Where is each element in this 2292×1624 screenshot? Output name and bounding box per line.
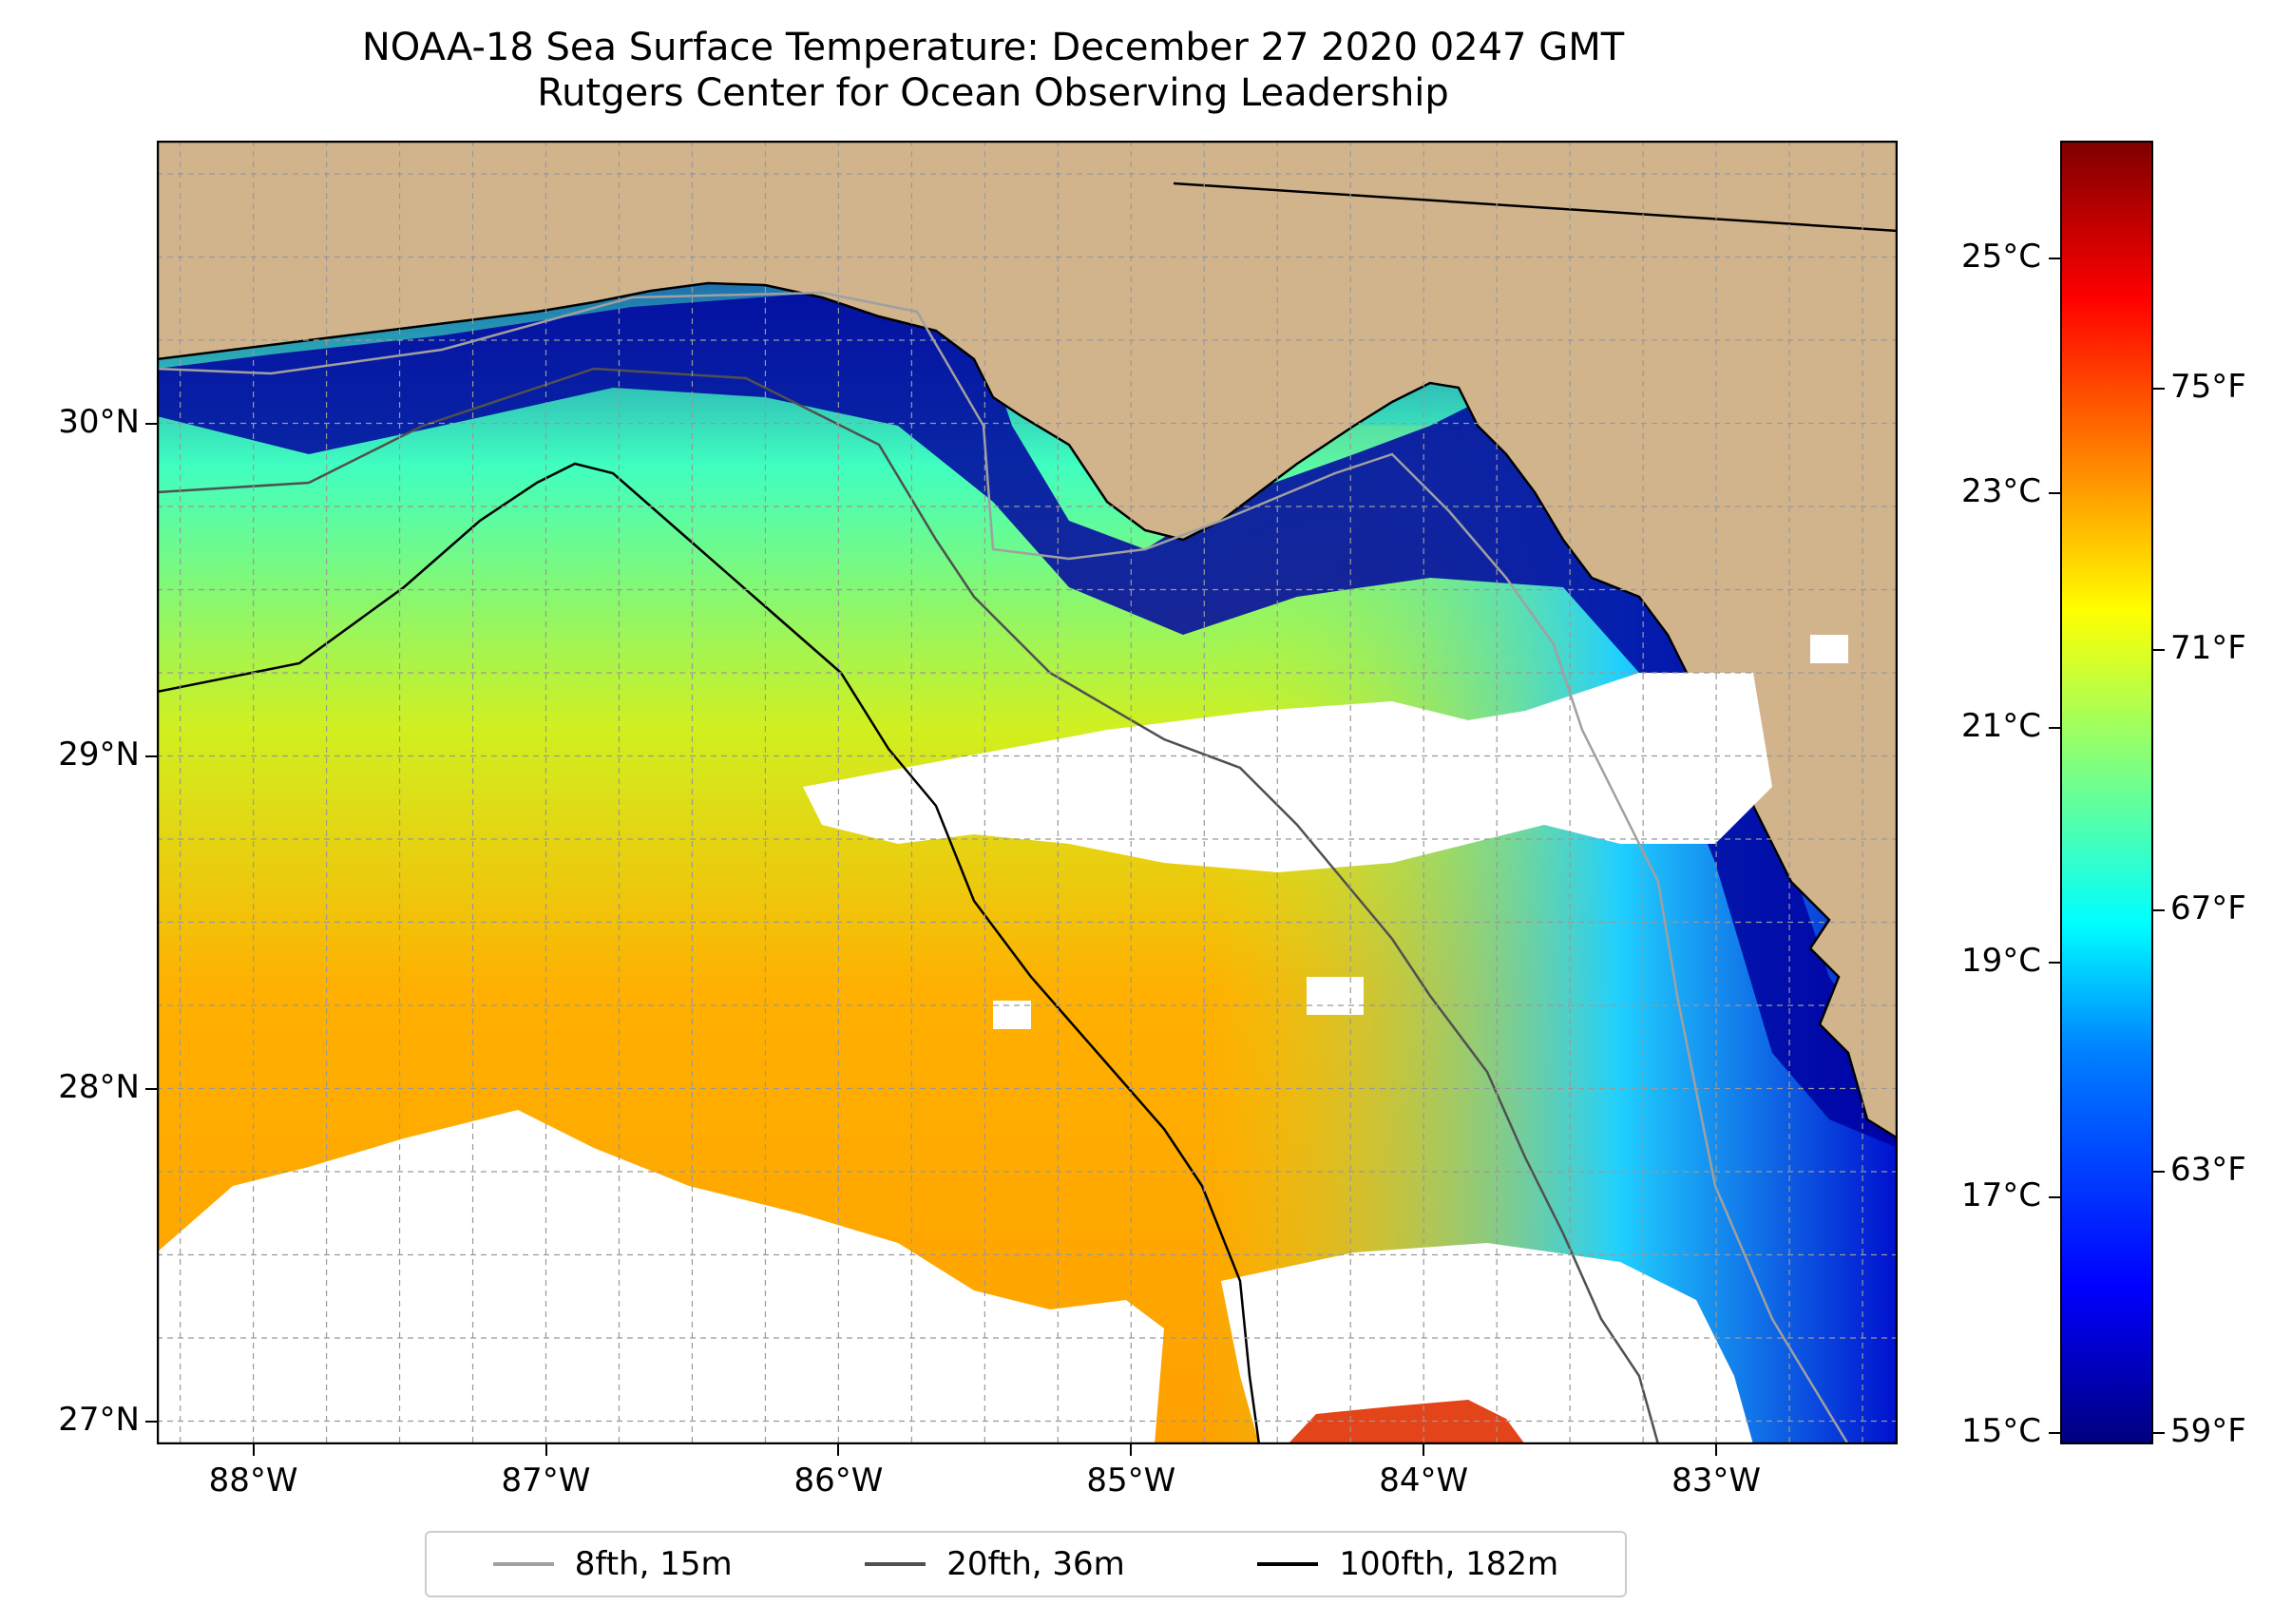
fahrenheit-tick-label: 63°F: [2170, 1150, 2246, 1189]
lon-tick-label: 87°W: [501, 1462, 591, 1500]
isobath-legend: 8fth, 15m 20fth, 36m 100fth, 182m: [425, 1531, 1627, 1597]
celsius-tick-label: 21°C: [1960, 707, 2041, 746]
celsius-tick-label: 23°C: [1960, 471, 2041, 510]
lat-tick-label: 28°N: [58, 1067, 140, 1106]
land: [157, 141, 1898, 1140]
lat-tick-label: 30°N: [58, 402, 140, 441]
title-line-1: NOAA-18 Sea Surface Temperature: Decembe…: [361, 26, 1625, 69]
celsius-tick-label: 25°C: [1960, 237, 2041, 276]
lat-tick: [145, 422, 157, 425]
title-line-2: Rutgers Center for Ocean Observing Leade…: [537, 71, 1449, 115]
lon-tick: [1130, 1444, 1133, 1456]
cloud-southwest: [157, 1110, 1164, 1444]
legend-swatch-8fth: [492, 1562, 554, 1566]
lon-tick-label: 86°W: [793, 1462, 884, 1500]
lon-tick-label: 84°W: [1379, 1462, 1469, 1500]
map-title: NOAA-18 Sea Surface Temperature: Decembe…: [0, 25, 1986, 116]
lon-tick: [252, 1444, 255, 1456]
legend-swatch-100fth: [1257, 1562, 1319, 1566]
fahrenheit-tick: [2153, 648, 2165, 651]
fahrenheit-tick: [2153, 1431, 2165, 1434]
lat-tick-label: 27°N: [58, 1400, 140, 1439]
isobath-20fth: [157, 367, 1660, 1444]
lon-tick: [544, 1444, 547, 1456]
celsius-tick-label: 19°C: [1960, 942, 2041, 981]
celsius-tick: [2049, 727, 2060, 730]
celsius-tick: [2049, 1196, 2060, 1199]
celsius-tick-label: 17°C: [1960, 1176, 2041, 1215]
legend-item-8fth: 8fth, 15m: [492, 1545, 733, 1583]
fahrenheit-tick: [2153, 387, 2165, 390]
cloud-cover: [157, 635, 1848, 1444]
celsius-tick: [2049, 257, 2060, 259]
cloud-patch: [1307, 977, 1364, 1015]
warm-patch-south: [1288, 1400, 1525, 1444]
legend-label-100fth: 100fth, 182m: [1339, 1545, 1559, 1583]
fahrenheit-tick: [2153, 909, 2165, 912]
gridlines: [157, 141, 1898, 1444]
isobath-8fth: [157, 291, 1850, 1444]
lat-tick: [145, 755, 157, 757]
colorbar: [2060, 141, 2153, 1444]
lat-tick-label: 29°N: [58, 735, 140, 774]
celsius-tick: [2049, 1431, 2060, 1434]
lon-tick-label: 88°W: [208, 1462, 298, 1500]
cloud-southeast: [1221, 1243, 1753, 1444]
celsius-tick-label: 15°C: [1960, 1411, 2041, 1450]
fahrenheit-tick-label: 71°F: [2170, 628, 2246, 667]
coastal-cold-band: [157, 293, 1898, 1148]
map-frame: [157, 141, 1898, 1444]
legend-label-20fth: 20fth, 36m: [946, 1545, 1125, 1583]
cloud-mid-band: [803, 673, 1772, 872]
legend-label-8fth: 8fth, 15m: [574, 1545, 733, 1583]
celsius-tick: [2049, 491, 2060, 494]
legend-item-100fth: 100fth, 182m: [1257, 1545, 1558, 1583]
celsius-tick: [2049, 962, 2060, 965]
lon-tick: [1423, 1444, 1425, 1456]
fahrenheit-tick-label: 75°F: [2170, 367, 2246, 406]
fahrenheit-tick: [2153, 1170, 2165, 1173]
fahrenheit-tick-label: 67°F: [2170, 889, 2246, 928]
cloud-patch: [1810, 635, 1848, 663]
lon-tick: [1715, 1444, 1718, 1456]
sst-map: [157, 141, 1898, 1444]
lat-tick: [145, 1087, 157, 1090]
state-border: [1173, 182, 1898, 233]
lon-tick: [837, 1444, 840, 1456]
lon-tick-label: 85°W: [1086, 1462, 1176, 1500]
lat-tick: [145, 1420, 157, 1423]
legend-item-20fth: 20fth, 36m: [865, 1545, 1125, 1583]
isobath-100fth: [157, 462, 1261, 1444]
legend-swatch-20fth: [865, 1562, 926, 1566]
lon-tick-label: 83°W: [1671, 1462, 1762, 1500]
fahrenheit-tick-label: 59°F: [2170, 1411, 2246, 1450]
